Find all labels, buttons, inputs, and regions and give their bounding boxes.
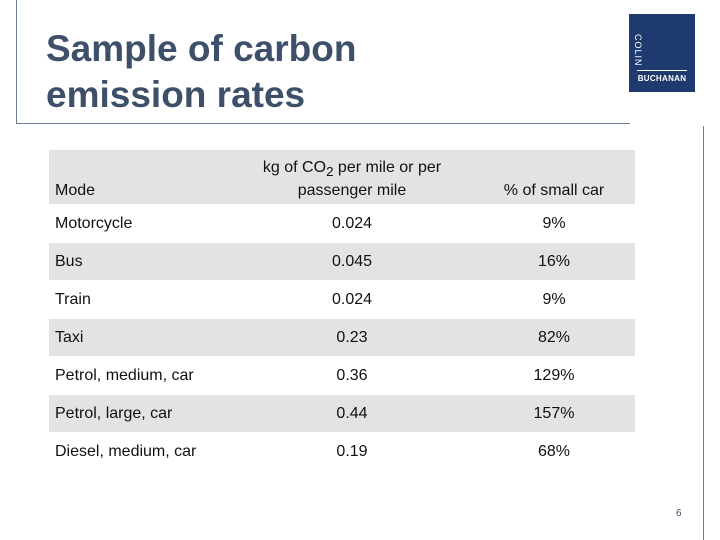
slide-title: Sample of carbon emission rates xyxy=(46,26,356,118)
cell-kg: 0.36 xyxy=(231,356,473,395)
header-kg-co2: kg of CO2 per mile or per passenger mile xyxy=(231,150,473,205)
cell-mode: Taxi xyxy=(49,318,231,357)
header-kg-sub: 2 xyxy=(326,164,334,179)
cell-mode: Petrol, medium, car xyxy=(49,356,231,395)
cell-kg: 0.024 xyxy=(231,204,473,243)
table-row: Petrol, medium, car 0.36 129% xyxy=(49,356,635,395)
right-accent-line xyxy=(703,126,704,540)
cell-kg: 0.23 xyxy=(231,318,473,357)
title-line-1: Sample of carbon xyxy=(46,28,357,69)
table-row: Petrol, large, car 0.44 157% xyxy=(49,394,635,433)
cell-pct: 157% xyxy=(473,394,635,433)
table-row: Taxi 0.23 82% xyxy=(49,318,635,357)
header-kg-line2: passenger mile xyxy=(297,182,407,199)
cell-mode: Motorcycle xyxy=(49,204,231,243)
logo-top-text: COLIN xyxy=(633,34,643,67)
left-accent-line xyxy=(16,0,17,124)
cell-kg: 0.44 xyxy=(231,394,473,433)
cell-pct: 16% xyxy=(473,242,635,281)
header-kg-post: per mile or per xyxy=(333,158,442,176)
table-header-row: Mode kg of CO2 per mile or per passenger… xyxy=(49,150,635,205)
cell-kg: 0.024 xyxy=(231,280,473,319)
cell-pct: 9% xyxy=(473,204,635,243)
table-row: Motorcycle 0.024 9% xyxy=(49,204,635,243)
header-mode: Mode xyxy=(49,150,231,205)
cell-pct: 129% xyxy=(473,356,635,395)
page-number: 6 xyxy=(676,508,682,519)
cell-mode: Diesel, medium, car xyxy=(49,432,231,471)
cell-kg: 0.19 xyxy=(231,432,473,471)
cell-pct: 9% xyxy=(473,280,635,319)
cell-pct: 68% xyxy=(473,432,635,471)
header-pct: % of small car xyxy=(473,150,635,205)
table-row: Diesel, medium, car 0.19 68% xyxy=(49,432,635,471)
table-row: Bus 0.045 16% xyxy=(49,242,635,281)
emissions-table: Mode kg of CO2 per mile or per passenger… xyxy=(49,150,635,471)
logo-bottom-text: BUCHANAN xyxy=(637,74,687,83)
header-kg-pre: kg of CO xyxy=(262,158,327,176)
cell-pct: 82% xyxy=(473,318,635,357)
table-row: Train 0.024 9% xyxy=(49,280,635,319)
cell-mode: Petrol, large, car xyxy=(49,394,231,433)
company-logo: COLIN BUCHANAN xyxy=(629,14,695,92)
cell-mode: Train xyxy=(49,280,231,319)
title-line-2: emission rates xyxy=(46,74,306,115)
cell-kg: 0.045 xyxy=(231,242,473,281)
title-divider xyxy=(16,123,630,124)
logo-divider xyxy=(637,70,687,71)
cell-mode: Bus xyxy=(49,242,231,281)
